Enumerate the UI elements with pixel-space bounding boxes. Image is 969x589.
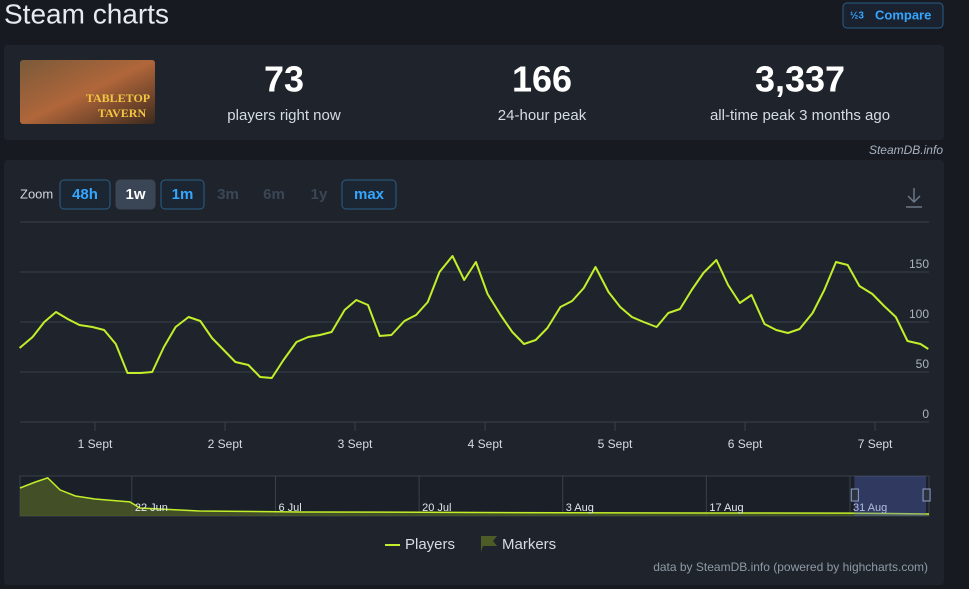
zoom-button-label: 1w	[125, 186, 145, 203]
stat-value: 3,337	[755, 59, 845, 100]
y-tick-label: 100	[909, 307, 929, 321]
stat-value: 73	[264, 59, 304, 100]
zoom-button-label: 1m	[172, 186, 194, 203]
page-title: Steam charts	[4, 0, 169, 29]
zoom-button[interactable]: 1m	[160, 179, 205, 210]
thumbnail-text: TABLETOP	[86, 91, 150, 105]
zoom-button[interactable]: 1w	[115, 179, 156, 210]
y-tick-label: 50	[916, 357, 930, 371]
legend: Players Markers	[385, 536, 556, 553]
legend-item[interactable]: Markers	[481, 536, 556, 553]
x-tick-label: 2 Sept	[208, 437, 243, 451]
navigator-tick-label: 22 Jun	[135, 502, 168, 514]
stat-label: 24-hour peak	[498, 107, 587, 124]
legend-label: Players	[405, 536, 455, 553]
download-button[interactable]	[906, 188, 922, 208]
x-tick-label: 7 Sept	[858, 437, 893, 451]
zoom-button: 3m	[217, 186, 239, 203]
x-tick-label: 1 Sept	[78, 437, 113, 451]
x-tick-label: 3 Sept	[338, 437, 373, 451]
plot: 0 50 100 150 1 Sept 2 Sept 3 Sept 4 Sept 5 Sept 6…	[18, 255, 930, 451]
navigator-area	[20, 477, 929, 516]
stat-label: all-time peak 3 months ago	[710, 107, 890, 124]
navigator-tick-label: 6 Jul	[278, 502, 301, 514]
players-line	[18, 255, 929, 379]
compare-label: Compare	[875, 7, 931, 22]
stats-panel	[4, 45, 944, 140]
navigator-handle[interactable]	[850, 488, 859, 502]
zoom-button-frame	[160, 179, 205, 210]
navigator-tick-label: 20 Jul	[422, 502, 451, 514]
zoom-button[interactable]: 48h	[59, 179, 111, 210]
zoom-button[interactable]: max	[341, 179, 397, 210]
stat-value: 166	[512, 59, 572, 100]
x-tick-label: 4 Sept	[468, 437, 503, 451]
thumbnail-image	[20, 60, 155, 124]
zoom-button: 6m	[263, 186, 285, 203]
legend-flag	[481, 536, 497, 552]
navigator-line	[19, 477, 930, 515]
legend-label: Markers	[502, 536, 556, 553]
zoom-button-label: max	[354, 186, 385, 203]
compare-button-frame	[842, 2, 944, 29]
zoom-button-frame	[341, 179, 397, 210]
zoom-button-frame	[59, 179, 111, 210]
y-tick-label: 0	[922, 407, 929, 421]
download-icon	[906, 188, 922, 208]
source-label: SteamDB.info	[869, 143, 943, 157]
navigator-tick-label: 17 Aug	[709, 502, 743, 514]
game-thumbnail: TABLETOP TAVERN	[20, 60, 155, 124]
thumbnail-text: TAVERN	[98, 106, 147, 120]
y-tick-label: 150	[909, 257, 929, 271]
stat-label: players right now	[227, 107, 341, 124]
x-tick-label: 5 Sept	[598, 437, 633, 451]
navigator-handle[interactable]	[922, 488, 931, 502]
navigator-tick-label: 31 Aug	[853, 502, 887, 514]
x-tick-label: 6 Sept	[728, 437, 763, 451]
compare-button[interactable]: ½3 Compare	[842, 2, 944, 29]
legend-item[interactable]: Players	[385, 536, 455, 553]
navigator-selection	[854, 476, 927, 516]
navigator-tick-label: 3 Aug	[566, 502, 594, 514]
zoom-button: 1y	[311, 186, 328, 203]
stats: 73 players right now 166 24-hour peak 3,337 a…	[227, 59, 890, 124]
navigator: 22 Jun 6 Jul 20 Jul 3 Aug 17 Aug 31 Aug	[19, 475, 931, 517]
zoom-button-label: 48h	[72, 186, 98, 203]
zoom-button-label: 6m	[263, 186, 285, 203]
zoom-button-frame	[115, 179, 156, 210]
compare-icon: ½3	[850, 11, 864, 22]
zoom-buttons: 48h 1w 1m 3m 6m 1y max	[59, 179, 397, 210]
zoom-button-label: 1y	[311, 186, 328, 203]
zoom-label: Zoom	[20, 186, 53, 201]
zoom-button-label: 3m	[217, 186, 239, 203]
credit: data by SteamDB.info (powered by highcha…	[653, 560, 928, 574]
